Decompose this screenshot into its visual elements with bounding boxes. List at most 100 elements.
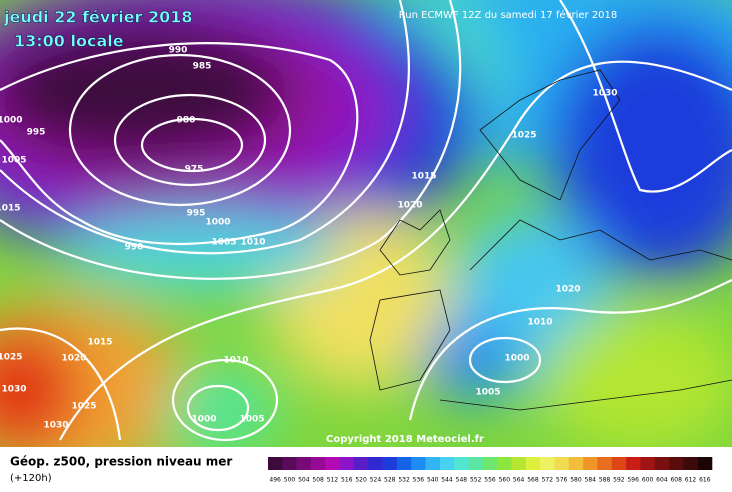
isobar-label: 980 [177,116,196,126]
colorbar-swatch [454,457,469,470]
isobar-label: 1005 [475,388,500,398]
colorbar-swatch [368,457,383,470]
colorbar-label: 588 [599,477,611,484]
colorbar-label: 600 [642,477,654,484]
isobar-label: 1000 [205,218,230,228]
isobar-label: 1000 [191,415,216,425]
isobar-label: 1020 [61,354,86,364]
coastlines [369,69,732,411]
footer-title: Géop. z500, pression niveau mer [10,455,232,469]
isobar-label: 985 [193,62,212,72]
colorbar-swatch [325,457,340,470]
colorbar-swatch [497,457,512,470]
isobar-label: 1010 [527,318,552,328]
isobars [0,0,732,442]
isobar-label: 1030 [1,385,26,395]
isobar-label: 1025 [511,131,536,141]
colorbar-label: 536 [413,477,425,484]
isobar-label: 1000 [504,354,529,364]
isobar-label: 1010 [240,238,265,248]
colorbar-swatch [640,457,656,470]
isobar-label: 990 [125,243,144,253]
isobar-label: 990 [169,46,188,56]
colorbar-swatch [439,457,455,470]
colorbar-label: 524 [370,477,382,484]
copyright: Copyright 2018 Meteociel.fr [326,434,484,445]
isobar-label: 1000 [0,116,23,126]
colorbar-swatch [339,457,355,470]
footer-lead: (+120h) [10,473,52,484]
colorbar-label: 532 [398,477,410,484]
colorbar-label: 616 [699,477,711,484]
isobar-label: 1020 [397,201,422,211]
colorbar-label: 576 [556,477,568,484]
colorbar-label: 528 [384,477,396,484]
colorbar-label: 560 [499,477,511,484]
colorbar-label: 520 [355,477,367,484]
isobar-label: 995 [27,128,46,138]
isobar-label: 975 [185,165,204,175]
colorbar-label: 584 [585,477,597,484]
colorbar-swatch [511,457,527,470]
colorbar-label: 500 [284,477,296,484]
colorbar-label: 564 [513,477,525,484]
colorbar-swatch [583,457,598,470]
colorbar-label: 580 [570,477,582,484]
colorbar-swatch [353,457,369,470]
colorbar-swatch [468,457,484,470]
colorbar-swatch [296,457,312,470]
colorbar-label: 568 [527,477,539,484]
colorbar-label: 548 [456,477,468,484]
colorbar-label: 544 [441,477,453,484]
map-date: jeudi 22 février 2018 [3,8,193,27]
colorbar-swatch [282,457,297,470]
colorbar-label: 512 [327,477,339,484]
colorbar-swatch [540,457,555,470]
colorbar-label: 496 [269,477,281,484]
isobar-label: 995 [187,209,206,219]
isobar-label: 1015 [87,338,112,348]
isobar-label: 1005 [211,238,236,248]
colorbar-label: 612 [685,477,697,484]
colorbar-swatch [382,457,398,470]
isobar-label: 1030 [43,421,68,431]
isobar-label: 1025 [71,402,96,412]
isobar-label: 1005 [1,156,26,166]
colorbar: 496 500 504 508 512 516 520 524 528 532 536 540 544 5… [268,457,713,484]
colorbar-label: 504 [298,477,310,484]
colorbar-swatch [568,457,584,470]
colorbar-label: 552 [470,477,482,484]
colorbar-label: 608 [670,477,682,484]
colorbar-swatch [654,457,670,470]
colorbar-swatch [411,457,426,470]
colorbar-swatch [396,457,412,470]
colorbar-swatch [425,457,441,470]
colorbar-swatch [482,457,498,470]
isobar-labels: 9909859809759951000100510159951000100510… [0,46,618,431]
run-info: Run ECMWF 12Z du samedi 17 février 2018 [399,9,618,21]
colorbar-swatch [525,457,541,470]
colorbar-label: 592 [613,477,625,484]
colorbar-label: 540 [427,477,439,484]
isobar-label: 1030 [592,89,617,99]
colorbar-label: 516 [341,477,353,484]
isobar-label: 1025 [0,353,23,363]
map-time: 13:00 locale [14,32,124,51]
colorbar-label: 596 [627,477,639,484]
isobar-label: 1015 [0,204,21,214]
colorbar-label: 556 [484,477,496,484]
colorbar-swatch [310,457,326,470]
colorbar-swatch [597,457,613,470]
colorbar-label: 508 [312,477,324,484]
colorbar-swatch [683,457,698,470]
colorbar-swatch [669,457,684,470]
colorbar-swatch [626,457,641,470]
colorbar-label: 604 [656,477,668,484]
isobar-label: 1015 [411,172,436,182]
colorbar-swatch [554,457,570,470]
colorbar-swatch [611,457,627,470]
isobar-label: 1020 [555,285,580,295]
field [0,0,732,447]
colorbar-label: 572 [542,477,554,484]
